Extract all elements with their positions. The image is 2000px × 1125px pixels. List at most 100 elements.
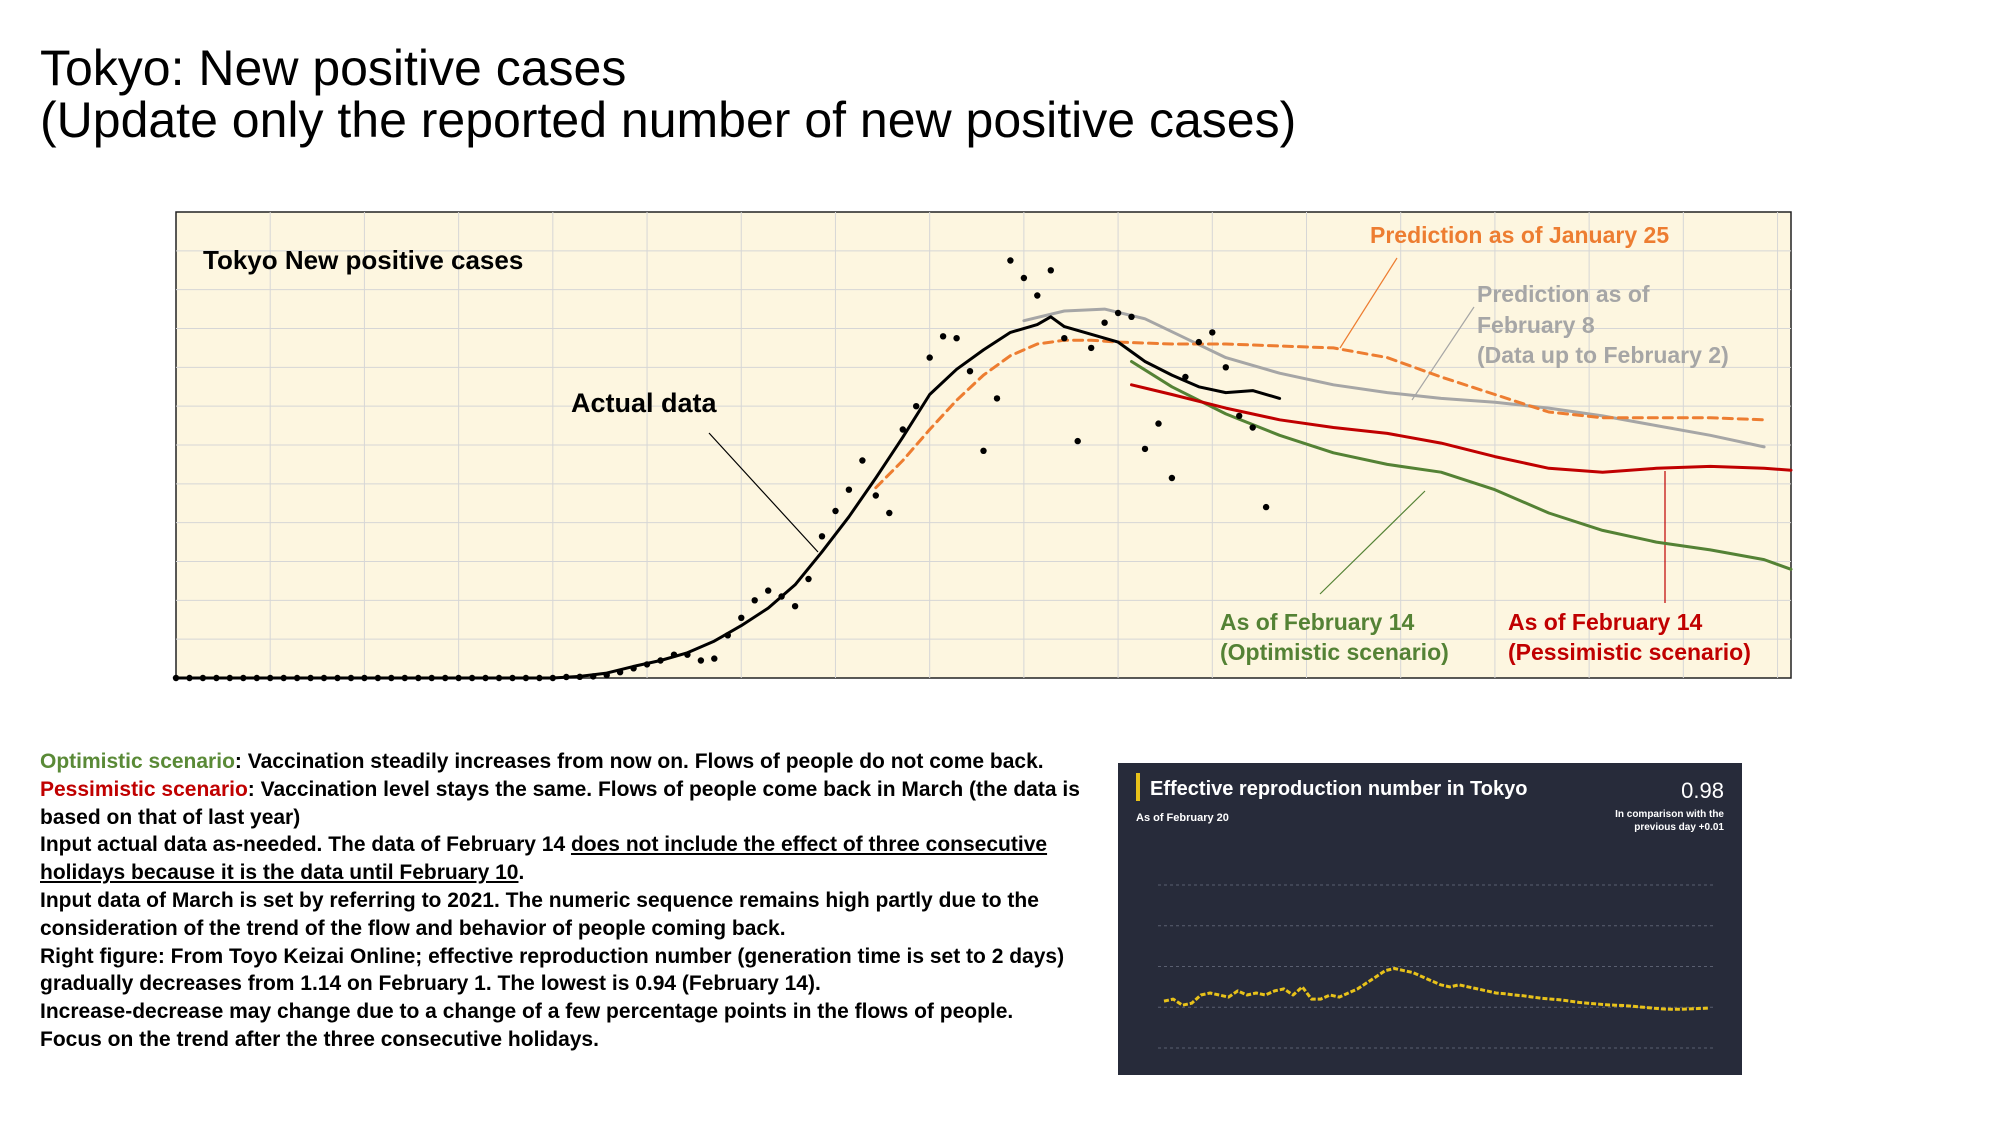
daily-case-point: [1262, 503, 1270, 511]
pessimistic-scenario-line: [1130, 383, 1793, 474]
rt-value-line: [1163, 967, 1709, 1011]
leader-jan25: [1339, 257, 1398, 349]
optimistic-scenario-line: [1130, 360, 1793, 571]
rt-comparison-2: previous day +0.01: [1634, 822, 1724, 833]
daily-case-point: [805, 575, 812, 583]
daily-case-point: [738, 614, 745, 621]
daily-case-point: [1195, 338, 1203, 346]
daily-case-point: [226, 674, 233, 682]
note-input-actual-underlined: does not include the effect of three con…: [40, 833, 1048, 885]
reproduction-number-chart: Effective reproduction number in Tokyo A…: [1136, 773, 1724, 1049]
daily-case-point: [818, 533, 826, 540]
pessimistic-term: Pessimistic scenario: [40, 777, 248, 801]
daily-case-point: [482, 674, 489, 682]
daily-case-point: [1007, 257, 1014, 264]
daily-case-point: [859, 457, 866, 464]
note-input-actual-b: .: [518, 861, 525, 885]
optimistic-label-1: As of February 14: [1220, 609, 1414, 635]
daily-case-point: [172, 674, 180, 682]
rt-current-value: 0.98: [1681, 778, 1724, 803]
daily-case-point: [293, 674, 301, 682]
daily-case-point: [751, 597, 758, 604]
daily-case-point: [643, 661, 651, 668]
daily-case-point: [576, 673, 583, 680]
title-line-1: Tokyo: New positive cases: [40, 40, 627, 96]
rt-series: [1163, 967, 1709, 1011]
rt-gridlines: [1158, 884, 1714, 1049]
daily-case-point: [616, 669, 624, 676]
daily-case-point: [980, 447, 987, 454]
reproduction-number-panel: Effective reproduction number in Tokyo A…: [1118, 763, 1742, 1075]
daily-case-point: [509, 674, 516, 682]
rt-subtitle: As of February 20: [1136, 812, 1229, 824]
daily-case-point: [590, 673, 597, 680]
note-right-figure: Right figure: From Toyo Keizai Online; e…: [40, 944, 1065, 996]
daily-case-point: [993, 395, 1001, 402]
daily-case-point: [1088, 344, 1095, 352]
daily-case-point: [549, 674, 556, 682]
daily-case-point: [670, 651, 678, 658]
jan25-label: Prediction as of January 25: [1370, 222, 1669, 248]
prediction-feb8-line: [1022, 307, 1766, 449]
feb8-label-2: February 8: [1477, 312, 1595, 338]
daily-case-point: [711, 655, 718, 662]
daily-case-point: [724, 632, 731, 639]
daily-case-point: [320, 674, 328, 682]
daily-case-point: [1020, 274, 1028, 282]
daily-case-point: [913, 403, 920, 410]
note-optimistic: Optimistic scenario: Vaccination steadil…: [40, 748, 1080, 776]
daily-case-point: [428, 674, 435, 682]
optimistic-term: Optimistic scenario: [40, 750, 235, 773]
daily-case-point: [307, 674, 314, 682]
daily-case-point: [603, 671, 610, 679]
daily-case-point: [791, 603, 799, 610]
note-increase-decrease: Increase-decrease may change due to a ch…: [40, 1000, 1014, 1051]
daily-case-point: [347, 674, 355, 682]
rt-comparison-1: In comparison with the: [1615, 809, 1724, 820]
feb8-label-1: Prediction as of: [1477, 281, 1650, 307]
daily-case-point: [563, 673, 570, 681]
daily-case-point: [926, 354, 933, 361]
daily-case-point: [1074, 437, 1081, 445]
daily-case-point: [186, 674, 193, 682]
daily-case-point: [953, 335, 960, 342]
notes-block: Optimistic scenario: Vaccination steadil…: [40, 748, 1080, 1054]
rt-title: Effective reproduction number in Tokyo: [1150, 778, 1527, 800]
daily-case-point: [684, 651, 691, 658]
daily-case-point: [468, 674, 476, 682]
leader-optimistic: [1319, 490, 1426, 595]
daily-case-point: [1222, 364, 1230, 371]
daily-case-point: [334, 674, 341, 682]
daily-case-point: [253, 674, 260, 682]
daily-case-point: [778, 593, 785, 600]
daily-case-point: [213, 674, 220, 682]
inner-chart-title: Tokyo New positive cases: [203, 245, 523, 275]
note-input-actual-a: Input actual data as-needed. The data of…: [40, 833, 571, 857]
daily-case-point: [1141, 445, 1149, 453]
pessimistic-label-2: (Pessimistic scenario): [1508, 639, 1751, 665]
daily-case-point: [1209, 329, 1216, 336]
optimistic-desc: : Vaccination steadily increases from no…: [234, 750, 1044, 773]
leader-actual: [708, 432, 819, 553]
daily-case-point: [1061, 335, 1068, 342]
daily-case-point: [1047, 267, 1055, 274]
daily-case-point: [1182, 373, 1189, 381]
daily-case-point: [966, 368, 974, 375]
daily-case-point: [1034, 292, 1041, 299]
daily-case-point: [1168, 474, 1176, 482]
daily-case-point: [1249, 424, 1256, 431]
daily-case-point: [388, 674, 395, 682]
daily-case-point: [1101, 319, 1108, 326]
annotation-leader-lines: [708, 257, 1666, 603]
daily-case-point: [415, 674, 422, 682]
daily-case-point: [522, 674, 530, 682]
daily-points: [172, 257, 1270, 682]
feb8-label-3: (Data up to February 2): [1477, 342, 1729, 368]
daily-case-point: [1114, 309, 1122, 317]
actual-data-label: Actual data: [571, 388, 718, 418]
daily-case-point: [495, 674, 503, 682]
daily-case-point: [280, 674, 287, 682]
daily-case-point: [886, 509, 893, 517]
daily-case-point: [240, 674, 247, 682]
daily-case-point: [442, 674, 449, 682]
